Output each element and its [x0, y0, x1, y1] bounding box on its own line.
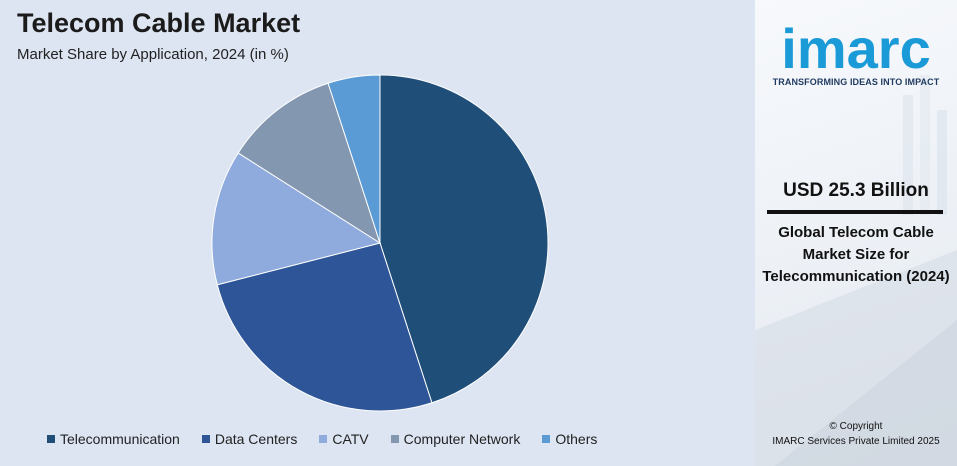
market-size-value: USD 25.3 Billion: [783, 180, 929, 201]
legend-swatch: [319, 435, 328, 443]
brand-tagline: TRANSFORMING IDEAS INTO IMPACT: [772, 77, 940, 87]
pie-slice-computer-network: [237, 82, 381, 245]
legend-item-computer-network: Computer Network: [390, 431, 521, 447]
pie-slice-telecommunication: [379, 74, 549, 404]
side-panel: imarc TRANSFORMING IDEAS INTO IMPACT USD…: [755, 0, 957, 466]
legend-item-telecommunication: Telecommunication: [47, 431, 180, 447]
stat-divider: [767, 210, 943, 214]
copyright-notice: © Copyright IMARC Services Private Limit…: [755, 419, 957, 449]
pie-slice-catv: [211, 152, 382, 286]
pie-slice-data-centers: [216, 242, 433, 412]
legend-swatch: [47, 435, 55, 443]
legend-swatch: [390, 435, 399, 443]
legend-item-catv: CATV: [319, 431, 369, 447]
legend-item-others: Others: [542, 431, 597, 447]
legend-label: Others: [555, 431, 598, 447]
logo-wordmark: imarc: [781, 17, 930, 78]
pie-chart: [211, 74, 549, 412]
legend-label: Data Centers: [214, 431, 298, 447]
legend-label: CATV: [332, 431, 369, 447]
imarc-logo: imarc: [781, 17, 930, 78]
legend-swatch: [201, 435, 210, 443]
copyright-line-1: © Copyright: [829, 421, 883, 432]
legend-label: Computer Network: [403, 431, 521, 447]
legend-item-data-centers: Data Centers: [201, 431, 298, 447]
chart-subtitle: Market Share by Application, 2024 (in %): [17, 46, 289, 63]
legend-swatch: [542, 435, 551, 443]
background-graph-decoration: [755, 75, 957, 466]
copyright-line-2: IMARC Services Private Limited 2025: [772, 436, 940, 447]
legend-label: Telecommunication: [60, 431, 180, 447]
chart-panel: Telecom Cable Market Market Share by App…: [0, 0, 755, 466]
chart-legend: Telecommunication Data Centers CATV Compute…: [47, 430, 619, 448]
chart-title: Telecom Cable Market: [17, 8, 301, 38]
pie-slice-others: [327, 74, 381, 244]
market-size-description: Global Telecom Cable Market Size for Tel…: [762, 224, 950, 285]
